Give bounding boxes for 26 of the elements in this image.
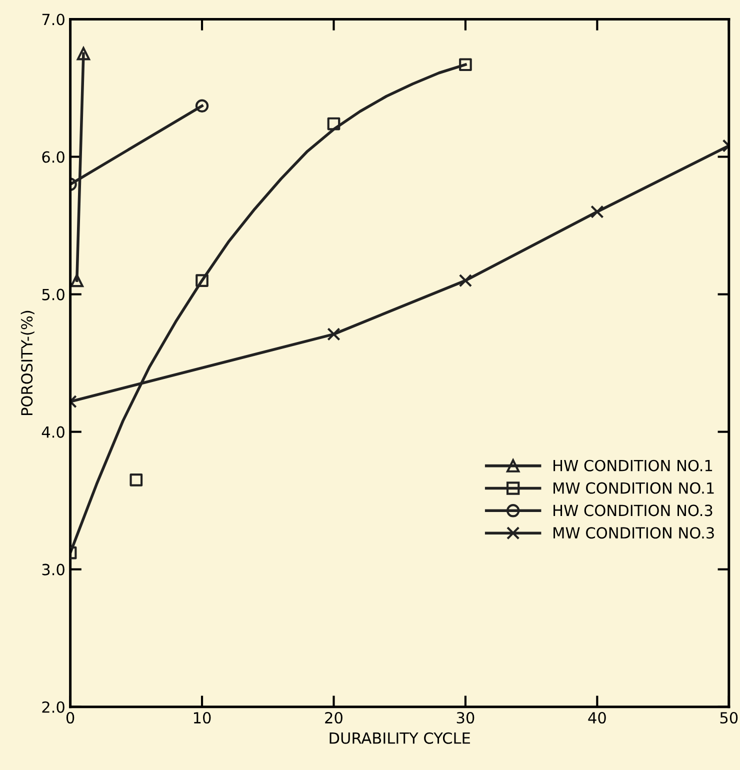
x-tick-label: 0 — [66, 712, 74, 724]
point — [327, 117, 340, 130]
x-tick-label: 40 — [588, 712, 606, 724]
y-tick-label: 2.0 — [42, 701, 64, 713]
y-tick-label: 5.0 — [42, 288, 64, 300]
point — [590, 205, 604, 218]
y-tick-label: 4.0 — [42, 426, 64, 438]
point — [130, 474, 143, 486]
point — [70, 274, 84, 288]
legend-label: HW CONDITION NO.1 — [554, 460, 712, 472]
point — [459, 58, 472, 72]
legend-label: MW CONDITION NO.3 — [554, 527, 714, 539]
x-tick-label: 30 — [456, 712, 474, 724]
y-tick-label: 6.0 — [42, 151, 64, 163]
y-tick-label: 7.0 — [42, 14, 64, 26]
point — [76, 47, 90, 60]
y-tick-label: 3.0 — [42, 564, 64, 576]
x-tick-label: 20 — [325, 712, 342, 724]
x-axis-title: DURABILITY CYCLE — [330, 732, 470, 744]
legend-label: MW CONDITION NO.1 — [554, 482, 714, 494]
point — [327, 328, 340, 341]
y-axis-title: POROSITY-(%) — [20, 310, 34, 415]
x-tick-label: 50 — [720, 712, 738, 724]
point — [196, 274, 208, 287]
legend-label: HW CONDITION NO.3 — [554, 504, 712, 516]
x-tick-label: 10 — [194, 712, 211, 724]
